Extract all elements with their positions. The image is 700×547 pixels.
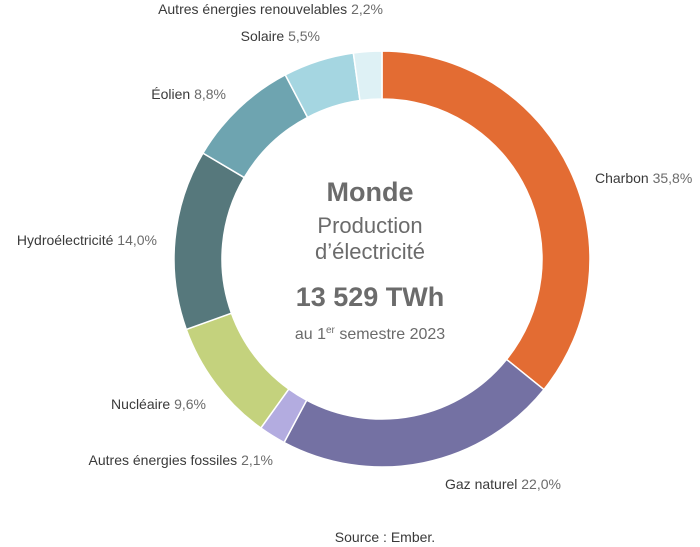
slice-label-name: Nucléaire <box>111 396 174 412</box>
slice-label-name: Gaz naturel <box>445 476 521 492</box>
slice-label-autres-energies-renouvelables: Autres énergies renouvelables 2,2% <box>158 1 383 17</box>
slice-label-name: Éolien <box>151 86 194 102</box>
center-period-suffix: semestre 2023 <box>335 326 445 343</box>
slice-label-hydroelectricite: Hydroélectricité 14,0% <box>17 232 157 248</box>
center-title: Monde <box>327 177 414 207</box>
slice-label-value: 35,8% <box>653 170 693 186</box>
slice-labels: Charbon 35,8% Gaz naturel 22,0% Autres éne… <box>17 1 692 492</box>
slice-label-name: Charbon <box>595 170 653 186</box>
slice-label-solaire: Solaire 5,5% <box>241 28 320 44</box>
center-total: 13 529 TWh <box>296 282 445 312</box>
slice-label-value: 2,2% <box>351 1 383 17</box>
slice-label-eolien: Éolien 8,8% <box>151 86 226 102</box>
center-subtitle-line1: Production <box>317 213 422 238</box>
center-period-sup: er <box>326 325 336 336</box>
slice-label-value: 22,0% <box>521 476 561 492</box>
slice-label-nucleaire: Nucléaire 9,6% <box>111 396 206 412</box>
donut-slices <box>173 50 591 468</box>
center-subtitle-line2: d’électricité <box>315 239 425 264</box>
slice-label-value: 2,1% <box>241 452 273 468</box>
slice-label-value: 9,6% <box>174 396 206 412</box>
slice-label-name: Autres énergies fossiles <box>89 452 242 468</box>
slice-label-charbon: Charbon 35,8% <box>595 170 692 186</box>
slice-label-autres-energies-fossiles: Autres énergies fossiles 2,1% <box>89 452 273 468</box>
source-note: Source : Ember. <box>335 529 435 545</box>
slice-label-name: Autres énergies renouvelables <box>158 1 351 17</box>
slice-autres-energies-renouvelables <box>352 50 383 102</box>
slice-label-value: 14,0% <box>117 232 157 248</box>
center-period: au 1er semestre 2023 <box>295 325 445 343</box>
slice-hydroelectricite <box>173 152 246 331</box>
donut-center: Monde Production d’électricité 13 529 TW… <box>295 177 445 343</box>
slice-label-name: Solaire <box>241 28 288 44</box>
slice-gaz-naturel <box>283 358 545 468</box>
center-period-prefix: au 1 <box>295 326 326 343</box>
slice-label-name: Hydroélectricité <box>17 232 117 248</box>
slice-label-value: 8,8% <box>194 86 226 102</box>
slice-label-value: 5,5% <box>288 28 320 44</box>
slice-label-gaz-naturel: Gaz naturel 22,0% <box>445 476 561 492</box>
